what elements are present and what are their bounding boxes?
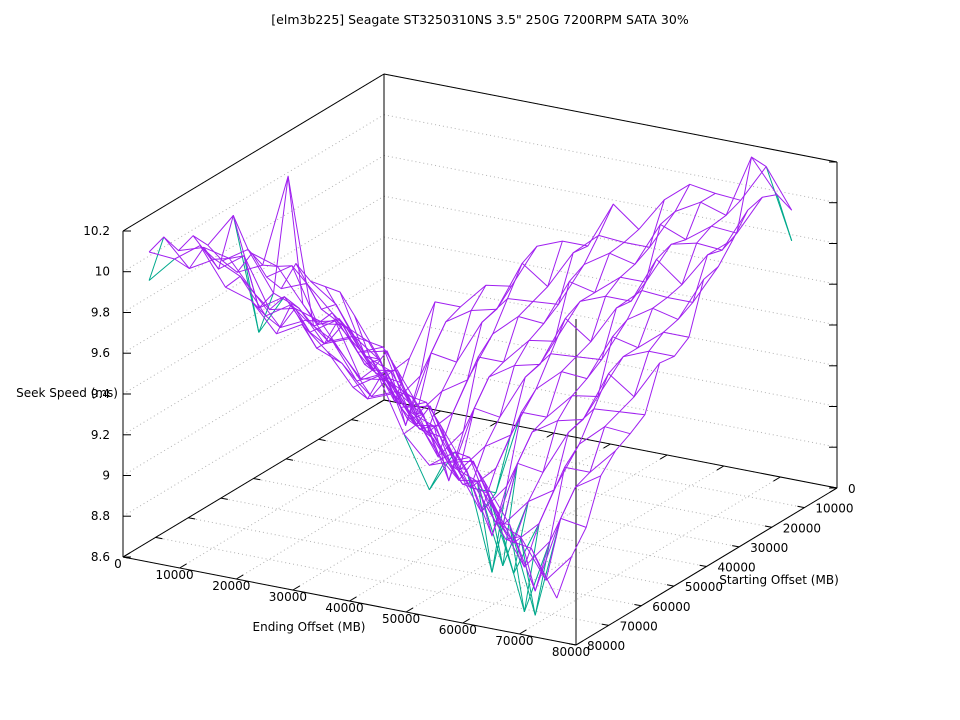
- y-tick-label: 20000: [783, 521, 821, 535]
- z-tick-label: 9.6: [91, 346, 110, 360]
- z-tick-label: 9: [102, 469, 110, 483]
- y-tick-label: 80000: [587, 639, 625, 653]
- y-axis-label: Starting Offset (MB): [719, 573, 839, 587]
- x-tick-label: 0: [114, 557, 122, 571]
- z-tick-label: 10: [95, 265, 110, 279]
- surface-underside-dips: [148, 166, 793, 616]
- axis-tick-labels: 0 10000 20000 30000 40000 50000 60000 70000 8000…: [83, 224, 855, 659]
- plot-box-edges: [122, 73, 838, 646]
- z-tick-label: 8.8: [91, 509, 110, 523]
- y-tick-label: 10000: [815, 502, 853, 516]
- x-tick-label: 40000: [325, 601, 363, 615]
- y-tick-label: 0: [848, 482, 856, 496]
- x-tick-label: 60000: [439, 623, 477, 637]
- y-tick-label: 40000: [718, 561, 756, 575]
- x-tick-label: 10000: [156, 568, 194, 582]
- z-tick-label: 9.4: [91, 387, 110, 401]
- x-tick-label: 20000: [212, 579, 250, 593]
- y-tick-label: 30000: [750, 541, 788, 555]
- x-tick-label: 80000: [552, 645, 590, 659]
- z-tick-label: 9.8: [91, 306, 110, 320]
- z-tick-label: 10.2: [83, 224, 110, 238]
- z-tick-label: 9.2: [91, 428, 110, 442]
- z-tick-label: 8.6: [91, 550, 110, 564]
- x-tick-label: 70000: [495, 634, 533, 648]
- x-tick-label: 50000: [382, 612, 420, 626]
- x-tick-label: 30000: [269, 590, 307, 604]
- surface-mesh: [148, 156, 793, 599]
- chart-title: [elm3b225] Seagate ST3250310NS 3.5" 250G…: [271, 12, 689, 27]
- z-axis-label: Seek Speed (ms): [16, 386, 118, 400]
- y-tick-label: 70000: [620, 619, 658, 633]
- y-tick-label: 50000: [685, 580, 723, 594]
- axis-tick-marks: [122, 161, 838, 646]
- x-axis-label: Ending Offset (MB): [252, 620, 366, 634]
- y-tick-label: 60000: [652, 600, 690, 614]
